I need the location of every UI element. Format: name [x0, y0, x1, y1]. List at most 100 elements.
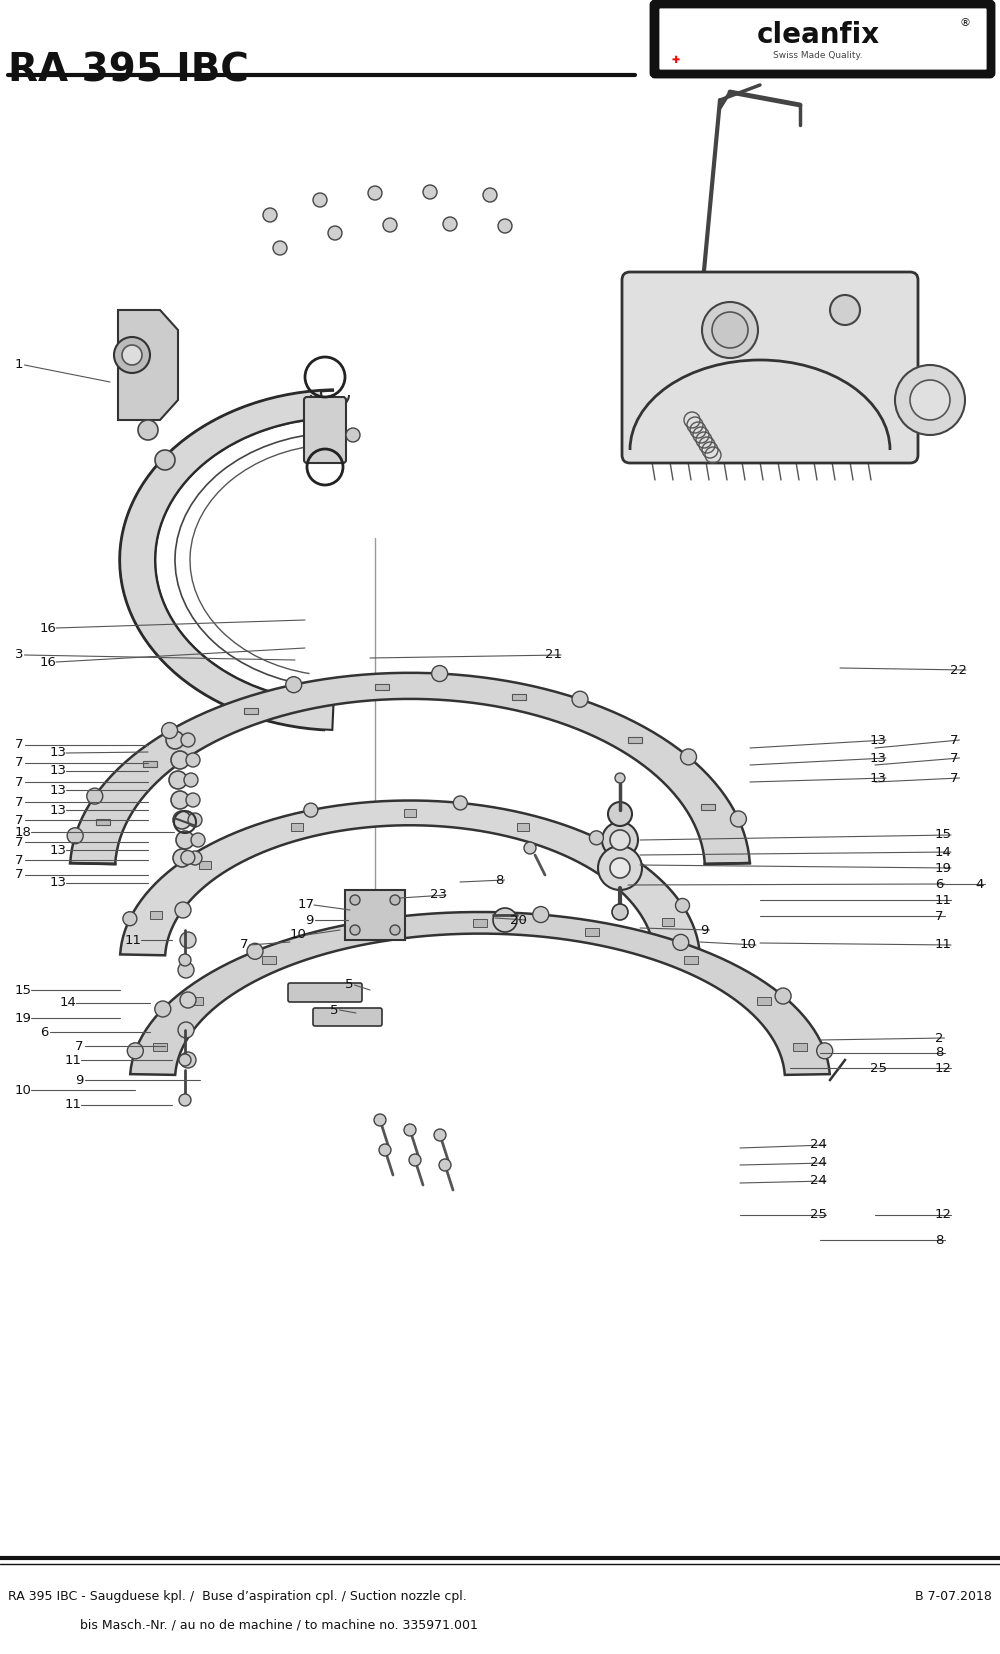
- Text: 22: 22: [950, 663, 967, 676]
- Text: 19: 19: [15, 1012, 32, 1024]
- Bar: [512, 695, 526, 700]
- Circle shape: [328, 227, 342, 240]
- Text: 10: 10: [740, 938, 757, 951]
- Text: 11: 11: [65, 1098, 82, 1111]
- Bar: [150, 911, 162, 918]
- Text: 21: 21: [545, 648, 562, 662]
- Text: 19: 19: [935, 862, 952, 875]
- Bar: [345, 890, 405, 939]
- Text: 7: 7: [15, 796, 24, 809]
- Circle shape: [173, 810, 191, 829]
- Circle shape: [346, 428, 360, 442]
- Text: 7: 7: [15, 756, 24, 769]
- Circle shape: [313, 194, 327, 207]
- Text: 14: 14: [935, 845, 952, 858]
- Circle shape: [162, 723, 178, 739]
- Bar: [662, 918, 674, 926]
- Circle shape: [830, 294, 860, 324]
- Bar: [701, 804, 715, 810]
- Text: 13: 13: [50, 844, 67, 857]
- Text: 25: 25: [810, 1209, 827, 1222]
- Circle shape: [247, 943, 263, 959]
- Text: 7: 7: [15, 835, 24, 849]
- Circle shape: [434, 1130, 446, 1141]
- Circle shape: [610, 830, 630, 850]
- Text: 25: 25: [870, 1062, 887, 1075]
- Circle shape: [524, 842, 536, 853]
- Circle shape: [702, 303, 758, 357]
- Polygon shape: [118, 309, 178, 420]
- Text: 14: 14: [60, 996, 77, 1009]
- Circle shape: [87, 787, 103, 804]
- Bar: [517, 822, 529, 830]
- Bar: [199, 862, 211, 870]
- Text: 12: 12: [935, 1209, 952, 1222]
- Circle shape: [175, 901, 191, 918]
- Circle shape: [173, 849, 191, 867]
- Bar: [262, 956, 276, 964]
- Circle shape: [176, 830, 194, 849]
- Circle shape: [381, 910, 397, 926]
- Circle shape: [498, 218, 512, 233]
- Circle shape: [404, 1125, 416, 1136]
- Circle shape: [610, 858, 630, 878]
- Polygon shape: [120, 801, 700, 956]
- Circle shape: [608, 802, 632, 825]
- Circle shape: [598, 845, 642, 890]
- Circle shape: [127, 1042, 143, 1059]
- Bar: [244, 708, 258, 713]
- Circle shape: [180, 1052, 196, 1068]
- Circle shape: [533, 906, 549, 923]
- Text: 7: 7: [935, 910, 944, 923]
- Circle shape: [673, 935, 689, 951]
- Text: 24: 24: [810, 1138, 827, 1151]
- Circle shape: [179, 1054, 191, 1065]
- Polygon shape: [130, 911, 830, 1075]
- Text: 13: 13: [870, 771, 887, 784]
- FancyBboxPatch shape: [622, 271, 918, 463]
- Bar: [189, 997, 203, 1006]
- Text: 6: 6: [935, 878, 943, 890]
- Circle shape: [730, 810, 746, 827]
- Text: cleanfix: cleanfix: [756, 22, 880, 50]
- Circle shape: [184, 772, 198, 787]
- Circle shape: [432, 665, 448, 681]
- Circle shape: [304, 804, 318, 817]
- Text: 13: 13: [870, 751, 887, 764]
- Bar: [473, 920, 487, 926]
- Circle shape: [122, 346, 142, 366]
- Text: 7: 7: [75, 1039, 84, 1052]
- Text: 11: 11: [935, 938, 952, 951]
- Circle shape: [439, 1159, 451, 1171]
- Bar: [375, 683, 389, 690]
- Text: 20: 20: [510, 913, 527, 926]
- Text: 4: 4: [975, 878, 983, 890]
- Circle shape: [155, 1001, 171, 1017]
- Text: 7: 7: [15, 868, 24, 882]
- Text: 7: 7: [950, 733, 958, 746]
- Circle shape: [572, 691, 588, 708]
- Text: 13: 13: [50, 804, 67, 817]
- Circle shape: [443, 217, 457, 232]
- Circle shape: [123, 911, 137, 926]
- Text: 9: 9: [305, 913, 313, 926]
- Text: 13: 13: [50, 784, 67, 797]
- Text: 15: 15: [935, 829, 952, 842]
- FancyBboxPatch shape: [313, 1007, 382, 1025]
- Circle shape: [390, 895, 400, 905]
- Polygon shape: [70, 673, 750, 863]
- Text: 7: 7: [950, 771, 958, 784]
- Circle shape: [114, 337, 150, 374]
- Circle shape: [67, 827, 83, 844]
- Circle shape: [178, 1022, 194, 1039]
- Text: 24: 24: [810, 1156, 827, 1169]
- Circle shape: [681, 749, 697, 764]
- Circle shape: [186, 792, 200, 807]
- Text: 11: 11: [65, 1054, 82, 1067]
- Text: 11: 11: [935, 893, 952, 906]
- Text: 13: 13: [50, 764, 67, 777]
- Text: RA 395 IBC - Saugduese kpl. /  Buse d’aspiration cpl. / Suction nozzle cpl.: RA 395 IBC - Saugduese kpl. / Buse d’asp…: [8, 1589, 467, 1603]
- Circle shape: [374, 1115, 386, 1126]
- Bar: [628, 736, 642, 743]
- Circle shape: [180, 992, 196, 1007]
